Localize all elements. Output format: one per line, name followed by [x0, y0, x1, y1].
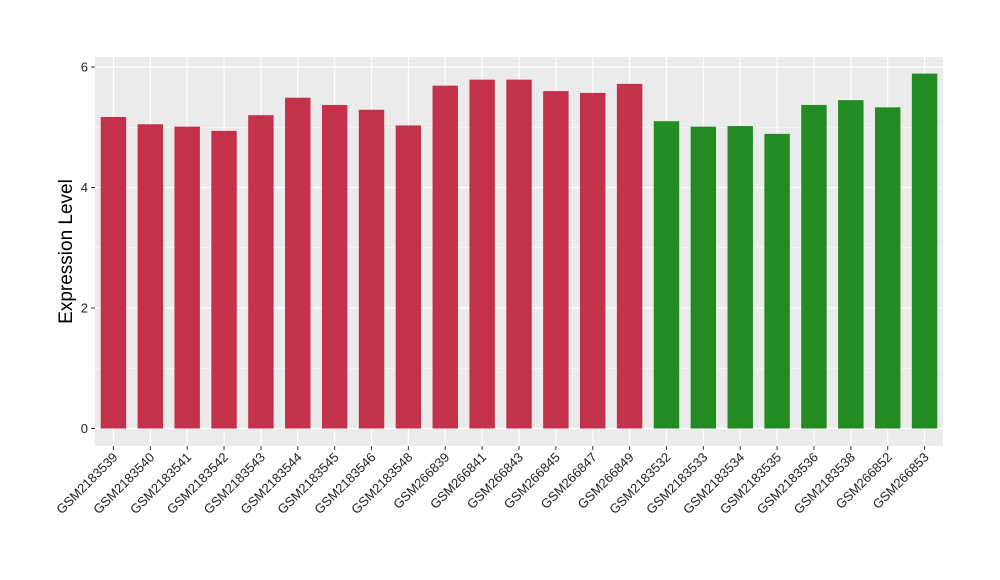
bar-GSM266839 — [432, 85, 458, 429]
bar-GSM266847 — [580, 92, 606, 429]
bar-GSM266843 — [506, 79, 532, 429]
bar-GSM2183533 — [690, 126, 717, 429]
bar-GSM266852 — [874, 107, 901, 429]
bar-GSM2183542 — [211, 130, 237, 429]
y-tick-label: 6 — [81, 60, 88, 75]
bar-GSM2183540 — [137, 124, 164, 429]
bar-GSM2183543 — [248, 115, 274, 429]
y-axis: 0 2 4 6 — [81, 60, 95, 436]
bar-GSM2183548 — [395, 125, 422, 429]
y-tick-label: 0 — [81, 421, 88, 436]
bar-GSM2183541 — [174, 126, 200, 429]
bar-GSM2183532 — [653, 121, 680, 429]
bar-GSM2183536 — [801, 104, 827, 429]
bar-GSM266841 — [469, 79, 495, 429]
bar-GSM266845 — [543, 91, 569, 429]
x-axis: GSM2183539GSM2183540GSM2183541GSM2183542… — [53, 446, 932, 517]
bars — [100, 73, 938, 429]
bar-GSM2183538 — [838, 100, 864, 429]
bar-GSM2183539 — [100, 117, 127, 429]
bar-GSM2183535 — [764, 133, 790, 429]
bar-GSM266853 — [911, 73, 938, 429]
bar-GSM2183544 — [285, 97, 311, 429]
bar-GSM266849 — [616, 83, 643, 429]
y-axis-title: Expression Level — [56, 179, 77, 324]
bar-GSM2183546 — [358, 109, 385, 429]
y-tick-label: 2 — [81, 301, 88, 316]
y-tick-label: 4 — [81, 180, 88, 195]
bar-GSM2183534 — [727, 126, 753, 429]
bar-GSM2183545 — [321, 104, 348, 429]
